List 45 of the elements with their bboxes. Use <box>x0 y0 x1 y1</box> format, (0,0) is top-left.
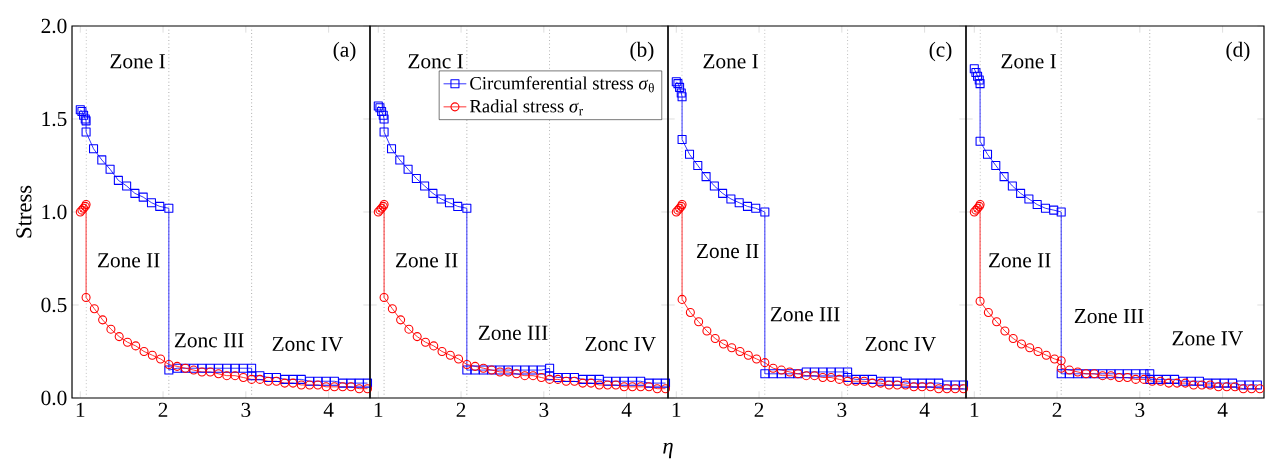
x-tick-label: 2 <box>1052 402 1062 417</box>
annotation: Zone II <box>988 253 1051 268</box>
annotation: Zone I <box>703 54 758 69</box>
x-tick-label: 3 <box>539 402 549 418</box>
y-tick-label: 0.5 <box>41 297 67 313</box>
annotation: Zonc IV <box>272 336 344 352</box>
x-tick-label: 4 <box>323 402 334 417</box>
annotation: Zonc IV <box>585 336 656 352</box>
y-tick-label: 1.5 <box>42 111 67 127</box>
legend-label: Circumferential stress σ$_{θ}$ <box>470 76 654 93</box>
annotation: Zone II <box>97 253 160 268</box>
annotation: (d) <box>1226 41 1250 62</box>
x-tick-label: 3 <box>241 402 251 418</box>
y-tick-label: 2.0 <box>41 18 67 34</box>
annotation: Zonc IV <box>865 336 937 352</box>
x-tick-label: 1 <box>374 402 383 417</box>
annotation: Zone II <box>696 243 759 259</box>
y-tick-label: 1.0 <box>42 204 67 220</box>
x-tick-label: 1 <box>672 402 681 417</box>
x-tick-label: 3 <box>837 402 847 418</box>
annotation: Zone II <box>395 253 458 268</box>
x-tick-label: 4 <box>621 402 632 417</box>
annotation: (b) <box>630 41 654 62</box>
x-tick-label: 1 <box>970 402 979 417</box>
annotation: Zone I <box>1001 54 1056 69</box>
x-tick-label: 1 <box>76 402 85 417</box>
x-tick-label: 4 <box>919 402 930 417</box>
annotation: Zone III <box>1074 309 1144 324</box>
y-tick-label: 0.0 <box>41 390 67 406</box>
annotation: Zone III <box>478 325 548 340</box>
x-tick-label: 2 <box>456 402 466 417</box>
x-axis-title: η <box>663 442 673 459</box>
annotation: Zone IV <box>1172 331 1243 346</box>
x-tick-label: 3 <box>1135 402 1145 418</box>
annotation: (a) <box>333 41 356 62</box>
x-tick-label: 2 <box>754 402 764 417</box>
x-tick-label: 4 <box>1217 402 1228 417</box>
annotation: Zone III <box>770 307 840 322</box>
annotation: Zone I <box>110 54 165 69</box>
x-tick-label: 2 <box>158 402 168 417</box>
annotation: Zonc III <box>174 333 244 348</box>
annotation: (c) <box>929 41 952 62</box>
annotation: Zonc I <box>408 54 463 69</box>
y-axis-title: Stress <box>16 185 32 238</box>
legend-label: Radial stress σ$_{r}$ <box>469 99 583 116</box>
